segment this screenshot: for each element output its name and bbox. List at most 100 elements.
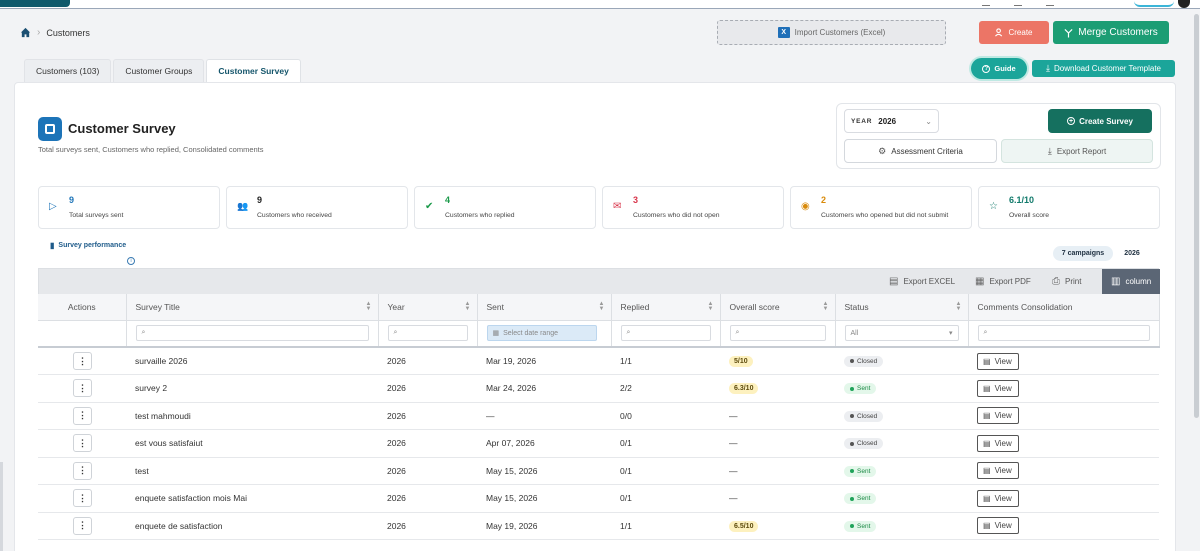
status-filter-select[interactable]: All ▾: [844, 325, 959, 342]
year-filter-input[interactable]: ⌕: [387, 325, 468, 342]
stat-label: Total surveys sent: [69, 212, 124, 219]
view-comments-button[interactable]: ▤ View: [977, 489, 1019, 507]
sort-icon[interactable]: ▲ ▼: [822, 301, 829, 312]
tab-bar: Customers (103) Customer Groups Customer…: [24, 59, 301, 82]
score-badge: 5/10: [729, 356, 753, 367]
row-actions-button[interactable]: ⋮: [73, 489, 92, 508]
file-pdf-icon: ▦: [975, 276, 985, 287]
info-icon[interactable]: i: [127, 257, 135, 265]
eye-icon: ◉: [801, 201, 810, 212]
tab-customer-survey[interactable]: Customer Survey: [206, 59, 301, 82]
merge-customers-button[interactable]: Merge Customers: [1053, 21, 1169, 44]
cell-score: —: [720, 484, 835, 513]
column-header-survey-title[interactable]: Survey Title ▲ ▼: [126, 294, 379, 321]
comment-icon: ▤: [983, 383, 991, 393]
cell-replied: 0/1: [611, 457, 720, 485]
row-actions-button[interactable]: ⋮: [73, 352, 92, 370]
print-button[interactable]: ⎙ Print: [1052, 269, 1081, 294]
cell-score: —: [720, 402, 835, 430]
more-vertical-icon: ⋮: [78, 382, 87, 393]
view-comments-button[interactable]: ▤ View: [977, 434, 1019, 452]
comments-filter-input[interactable]: ⌕: [977, 325, 1150, 342]
search-icon: ⌕: [983, 329, 988, 337]
export-pdf-button[interactable]: ▦ Export PDF: [975, 269, 1031, 294]
guide-button[interactable]: ? Guide: [971, 58, 1027, 79]
help-icon[interactable]: [1014, 0, 1022, 6]
create-survey-button[interactable]: + Create Survey: [1048, 109, 1152, 133]
user-menu[interactable]: [1134, 0, 1174, 7]
status-badge: Sent: [844, 383, 877, 394]
cell-year: 2026: [378, 457, 477, 485]
bar-chart-icon: ▮: [50, 241, 55, 250]
more-vertical-icon: ⋮: [78, 520, 87, 531]
cell-title: survaille 2026: [126, 347, 378, 375]
score-badge: 6.3/10: [729, 383, 759, 395]
cell-comments: ▤ View: [968, 429, 1159, 458]
export-excel-button[interactable]: ▤ Export EXCEL: [889, 269, 955, 294]
export-report-button[interactable]: ⤓ Export Report: [1001, 139, 1153, 163]
sort-icon[interactable]: ▲ ▼: [464, 301, 471, 312]
assessment-criteria-button[interactable]: ⚙ Assessment Criteria: [844, 139, 997, 163]
sort-icon[interactable]: ▲ ▼: [365, 301, 372, 312]
column-label: column: [1125, 277, 1152, 286]
stat-not-opened: ✉ 3 Customers who did not open: [602, 186, 784, 229]
score-filter-input[interactable]: ⌕: [729, 325, 826, 342]
row-actions-button[interactable]: ⋮: [73, 434, 92, 453]
create-button[interactable]: Create: [979, 21, 1049, 44]
bell-icon[interactable]: [982, 0, 990, 6]
row-actions-button[interactable]: ⋮: [73, 406, 92, 425]
row-actions-button[interactable]: ⋮: [73, 516, 92, 535]
score-empty: —: [729, 493, 738, 504]
cell-replied: 0/1: [611, 429, 720, 458]
export-excel-label: Export EXCEL: [903, 277, 956, 286]
assessment-label: Assessment Criteria: [891, 146, 963, 156]
play-icon: ▷: [49, 201, 57, 212]
app-logo[interactable]: [0, 0, 70, 7]
more-vertical-icon: ⋮: [78, 492, 87, 503]
page-title: Customer Survey: [68, 121, 176, 136]
cell-score: —: [720, 457, 835, 485]
download-template-button[interactable]: ⤓ Download Customer Template: [1032, 60, 1175, 77]
calendar-icon: ▦: [492, 330, 500, 338]
sort-icon[interactable]: ▲ ▼: [707, 301, 714, 312]
sort-icon[interactable]: ▲ ▼: [955, 301, 962, 312]
home-icon[interactable]: [20, 27, 31, 38]
view-comments-button[interactable]: ▤ View: [977, 462, 1019, 480]
column-chooser-button[interactable]: ▥ column: [1102, 269, 1160, 294]
cell-sent: Apr 07, 2026: [477, 429, 611, 458]
cell-year: 2026: [378, 402, 477, 430]
column-header-status[interactable]: Status ▲ ▼: [835, 294, 969, 321]
row-actions-button[interactable]: ⋮: [73, 379, 92, 398]
title-filter-input[interactable]: ⌕: [135, 325, 369, 342]
stat-value: 9: [257, 195, 263, 205]
year-select[interactable]: YEAR 2026 ⌄: [844, 109, 939, 133]
tab-customers[interactable]: Customers (103): [24, 59, 112, 82]
view-comments-button[interactable]: ▤ View: [977, 517, 1019, 535]
page-scrollbar[interactable]: [1194, 14, 1199, 418]
cell-comments: ▤ View: [968, 347, 1159, 375]
view-comments-button[interactable]: ▤ View: [977, 352, 1019, 370]
column-header-sent[interactable]: Sent ▲ ▼: [477, 294, 612, 321]
column-header-replied[interactable]: Replied ▲ ▼: [611, 294, 721, 321]
table-row: ⋮ test 2026 May 15, 2026 0/1 — Sent ▤ View: [38, 457, 1159, 485]
date-range-filter[interactable]: ▦ Select date range: [486, 325, 597, 342]
status-dot: [850, 359, 854, 364]
avatar[interactable]: [1178, 0, 1190, 8]
view-comments-button[interactable]: ▤ View: [977, 407, 1019, 425]
view-comments-button[interactable]: ▤ View: [977, 379, 1019, 397]
cell-score: —: [720, 429, 835, 458]
sort-icon[interactable]: ▲ ▼: [598, 301, 605, 312]
column-header-year[interactable]: Year ▲ ▼: [378, 294, 478, 321]
row-actions-button[interactable]: ⋮: [73, 461, 92, 480]
import-customers-button[interactable]: X Import Customers (Excel): [717, 20, 946, 45]
settings-icon[interactable]: [1046, 0, 1054, 6]
caret-down-icon: ▾: [948, 330, 953, 338]
cell-comments: ▤ View: [968, 374, 1159, 403]
status-badge: Sent: [844, 520, 877, 532]
comment-icon: ▤: [983, 356, 991, 366]
download-icon: ⤓: [1046, 63, 1050, 73]
stat-label: Customers who received: [257, 212, 332, 219]
replied-filter-input[interactable]: ⌕: [620, 325, 711, 342]
column-header-overall-score[interactable]: Overall score ▲ ▼: [720, 294, 836, 321]
tab-customer-groups[interactable]: Customer Groups: [113, 59, 205, 82]
